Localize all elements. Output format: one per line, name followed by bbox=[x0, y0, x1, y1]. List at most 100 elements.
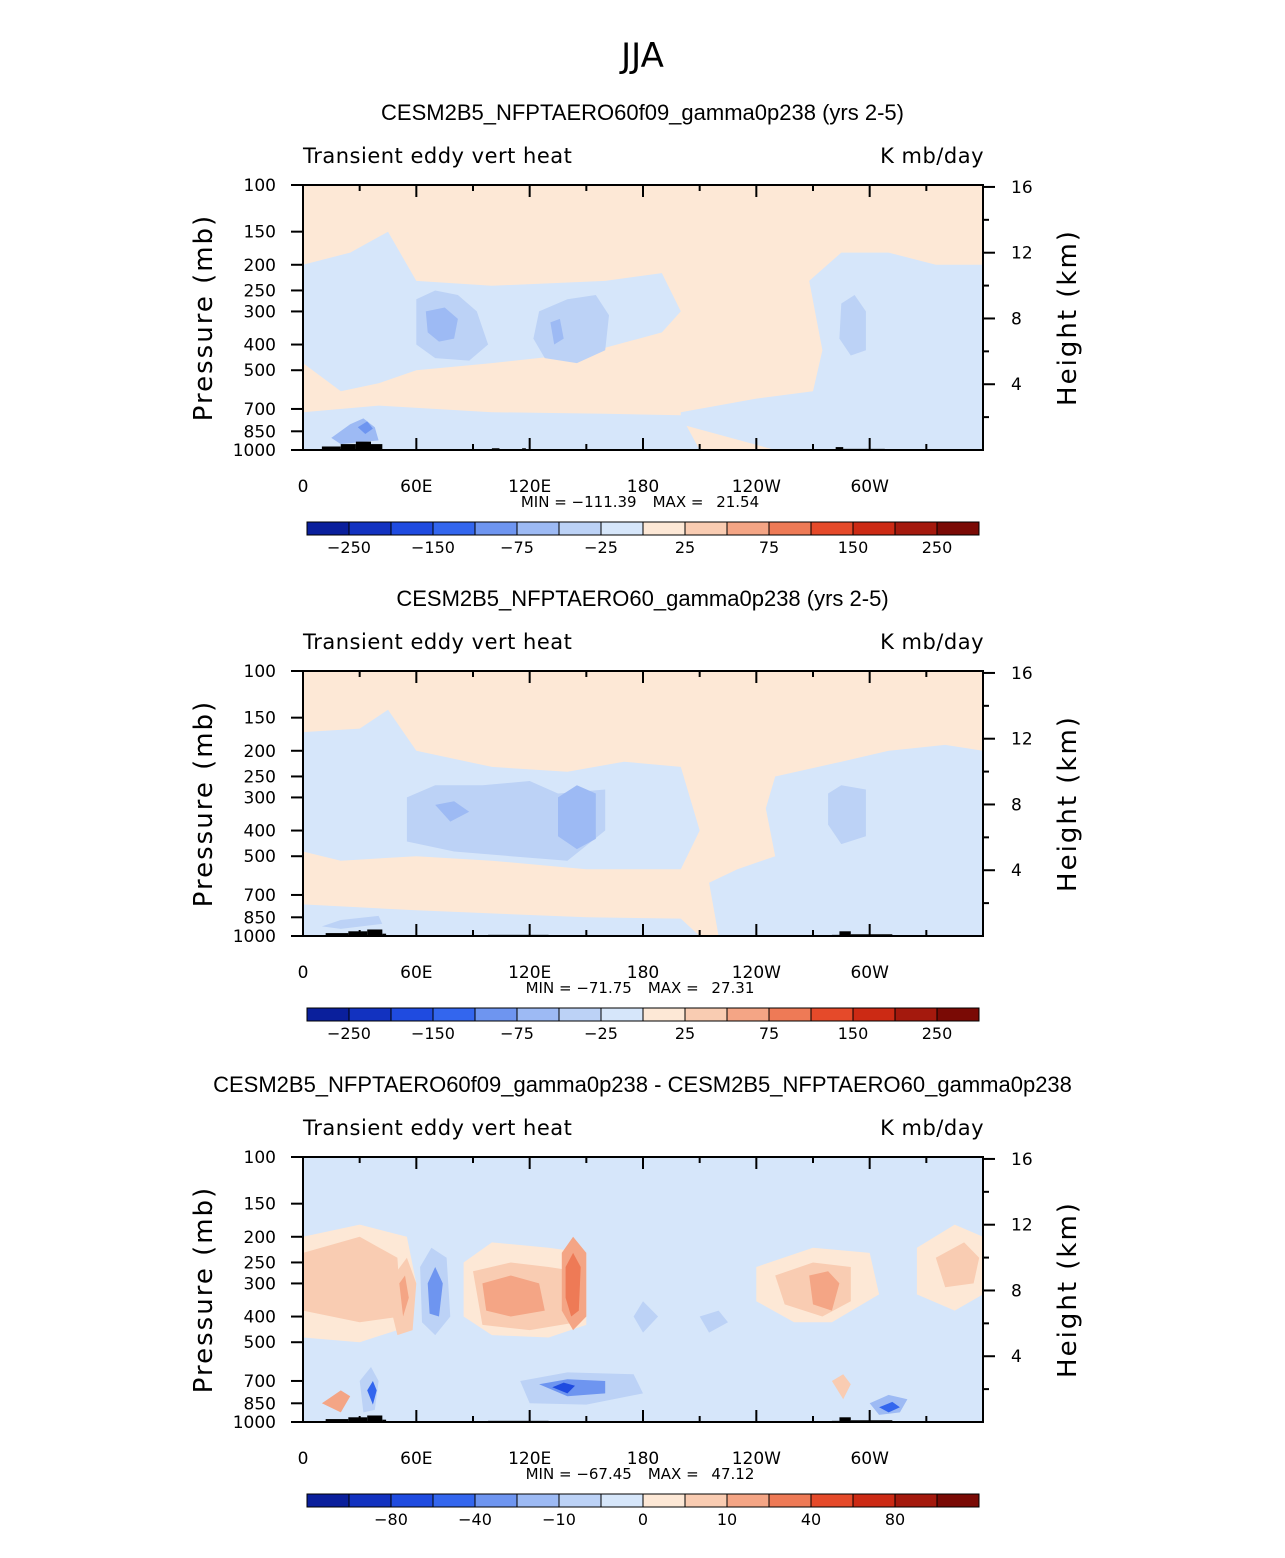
colorbar-swatch bbox=[348, 521, 392, 536]
panel-1: CESM2B5_NFPTAERO60f09_gamma0p238 (yrs 2-… bbox=[0, 100, 1285, 586]
colorbar-swatch bbox=[558, 1493, 602, 1508]
colorbar-swatch bbox=[348, 1493, 392, 1508]
colorbar-swatch bbox=[810, 1007, 854, 1022]
y-tick-label: 150 bbox=[244, 223, 276, 243]
colorbar-swatch bbox=[684, 1493, 728, 1508]
contour-plot: 0 60E 120E 180 120W 60W1001502002503004005007… bbox=[189, 1148, 1083, 1529]
y-tick-label: 100 bbox=[244, 176, 276, 196]
contour-region bbox=[425, 307, 458, 342]
y2-tick-label: 8 bbox=[1011, 795, 1022, 815]
x-tick-label: 60W bbox=[850, 477, 889, 497]
colorbar-swatch bbox=[642, 1493, 686, 1508]
y-tick-label: 400 bbox=[244, 1308, 276, 1328]
colorbar-label: −10 bbox=[542, 1510, 576, 1529]
x-tick-label: 60W bbox=[850, 963, 889, 983]
panel-title: CESM2B5_NFPTAERO60f09_gamma0p238 (yrs 2-… bbox=[381, 100, 904, 125]
min-max-readout: MIN = −111.39 MAX = 21.54 bbox=[521, 493, 759, 511]
colorbar-swatch bbox=[936, 1007, 980, 1022]
y-tick-label: 100 bbox=[244, 662, 276, 682]
colorbar-swatch bbox=[894, 1007, 938, 1022]
y2-tick-label: 12 bbox=[1011, 1216, 1033, 1236]
colorbar-label: −75 bbox=[500, 1024, 534, 1043]
min-label: MIN = bbox=[521, 493, 572, 511]
contour-plot: 0 60E 120E 180 120W 60W1001502002503004005007… bbox=[189, 176, 1083, 557]
contour-region bbox=[533, 295, 609, 364]
contour-plot: 0 60E 120E 180 120W 60W1001502002503004005007… bbox=[189, 662, 1083, 1043]
subtitle-left: Transient eddy vert heat bbox=[303, 144, 573, 168]
contour-region bbox=[321, 1390, 351, 1413]
contour-region bbox=[427, 1267, 443, 1317]
contour-region bbox=[435, 801, 470, 822]
y-axis-label: Pressure (mb) bbox=[189, 1186, 219, 1393]
colorbar-swatch bbox=[348, 1007, 392, 1022]
x-tick-label: 120W bbox=[732, 477, 781, 497]
min-label: MIN = bbox=[526, 979, 577, 997]
y-tick-label: 1000 bbox=[233, 441, 276, 461]
colorbar-label: 250 bbox=[922, 538, 953, 557]
colorbar-swatch bbox=[306, 521, 350, 536]
colorbar-swatch bbox=[390, 521, 434, 536]
colorbar-swatch bbox=[810, 521, 854, 536]
panel-title: CESM2B5_NFPTAERO60_gamma0p238 (yrs 2-5) bbox=[396, 586, 889, 611]
y-tick-label: 400 bbox=[244, 336, 276, 356]
contour-region bbox=[357, 421, 373, 434]
colorbar-swatch bbox=[558, 1007, 602, 1022]
colorbar-label: −80 bbox=[374, 1510, 408, 1529]
y-tick-label: 700 bbox=[244, 400, 276, 420]
y-tick-label: 850 bbox=[244, 1394, 276, 1414]
contour-region bbox=[303, 1236, 402, 1323]
colorbar-swatch bbox=[726, 1007, 770, 1022]
contour-region bbox=[699, 1310, 728, 1333]
y2-tick-label: 16 bbox=[1011, 1150, 1033, 1170]
y-tick-label: 150 bbox=[244, 1195, 276, 1215]
y-tick-label: 200 bbox=[244, 742, 276, 762]
y-tick-label: 200 bbox=[244, 256, 276, 276]
y-tick-label: 300 bbox=[244, 302, 276, 322]
page-title: JJA bbox=[621, 36, 664, 76]
contour-region bbox=[565, 1252, 581, 1317]
colorbar-swatch bbox=[768, 1007, 812, 1022]
y-tick-label: 500 bbox=[244, 1333, 276, 1353]
y-tick-label: 700 bbox=[244, 1372, 276, 1392]
colorbar-swatch bbox=[852, 1007, 896, 1022]
y-tick-label: 250 bbox=[244, 281, 276, 301]
colorbar-swatch bbox=[768, 1493, 812, 1508]
colorbar-swatch bbox=[936, 1493, 980, 1508]
colorbar-swatch bbox=[852, 521, 896, 536]
colorbar-swatch bbox=[558, 521, 602, 536]
y2-tick-label: 12 bbox=[1011, 730, 1033, 750]
min-max-readout: MIN = −67.45 MAX = 47.12 bbox=[526, 1465, 755, 1483]
subtitle-units: K mb/day bbox=[880, 144, 984, 168]
topography bbox=[839, 1417, 851, 1422]
colorbar-swatch bbox=[936, 521, 980, 536]
y-tick-label: 150 bbox=[244, 709, 276, 729]
y2-tick-label: 12 bbox=[1011, 244, 1033, 264]
colorbar-label: −250 bbox=[327, 1024, 371, 1043]
min-max-readout: MIN = −71.75 MAX = 27.31 bbox=[526, 979, 755, 997]
colorbar-swatch bbox=[600, 521, 644, 536]
subtitle-units: K mb/day bbox=[880, 1116, 984, 1140]
contour-region bbox=[935, 1242, 980, 1288]
topography bbox=[348, 1417, 368, 1422]
colorbar-swatch bbox=[432, 1007, 476, 1022]
colorbar-swatch bbox=[474, 1493, 518, 1508]
contour-region bbox=[321, 915, 383, 929]
x-tick-label: 120E bbox=[508, 477, 551, 497]
topography bbox=[348, 931, 368, 936]
colorbar-label: −250 bbox=[327, 538, 371, 557]
y-tick-label: 250 bbox=[244, 767, 276, 787]
colorbar-label: 250 bbox=[922, 1024, 953, 1043]
contour-region bbox=[406, 781, 606, 861]
x-tick-label: 120W bbox=[732, 963, 781, 983]
subtitle-left: Transient eddy vert heat bbox=[303, 630, 573, 654]
y-tick-label: 1000 bbox=[233, 1413, 276, 1433]
colorbar-swatch bbox=[684, 1007, 728, 1022]
y-tick-label: 1000 bbox=[233, 927, 276, 947]
x-tick-label: 0 bbox=[298, 1449, 309, 1469]
subtitle-left: Transient eddy vert heat bbox=[303, 1116, 573, 1140]
colorbar-swatch bbox=[684, 521, 728, 536]
y2-axis-label: Height (km) bbox=[1053, 229, 1083, 406]
y-axis-label: Pressure (mb) bbox=[189, 700, 219, 907]
x-tick-label: 120E bbox=[508, 1449, 551, 1469]
y2-tick-label: 8 bbox=[1011, 1281, 1022, 1301]
